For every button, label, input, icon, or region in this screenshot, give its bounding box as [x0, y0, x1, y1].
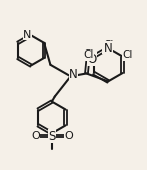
Text: Cl: Cl [122, 50, 133, 60]
Text: N: N [69, 68, 78, 81]
Text: N: N [23, 30, 32, 39]
Text: Cl: Cl [83, 50, 94, 60]
Text: O: O [64, 131, 73, 141]
Text: N: N [104, 42, 112, 55]
Text: Cl: Cl [103, 40, 113, 50]
Text: O: O [88, 53, 97, 66]
Text: Cl: Cl [83, 49, 94, 59]
Text: N: N [102, 43, 111, 53]
Text: S: S [48, 130, 56, 143]
Text: O: O [31, 131, 40, 141]
